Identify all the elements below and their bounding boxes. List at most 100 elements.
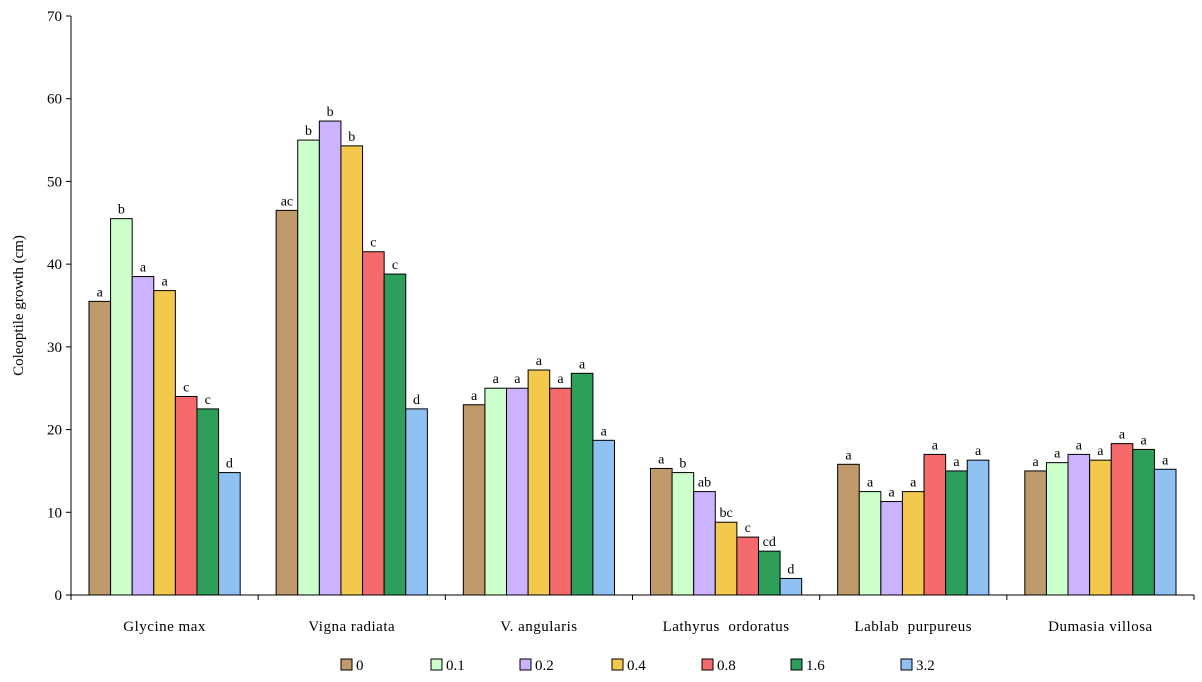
- bar: [966, 459, 990, 596]
- category-label: V. angularis: [500, 619, 577, 635]
- significance-label: a: [1162, 453, 1169, 468]
- y-tick-label: 50: [47, 174, 62, 190]
- legend: 0 0.1 0.2 0.4 0.8 1.6 3.2: [340, 658, 935, 674]
- bar: [506, 387, 529, 596]
- bar: [1153, 468, 1177, 596]
- significance-label: a: [161, 275, 168, 290]
- y-axis-label: Coleoptile growth (cm): [11, 235, 27, 376]
- bar: [275, 209, 299, 596]
- bar: [527, 369, 551, 596]
- significance-label: a: [1054, 447, 1061, 462]
- legend-item: 0.1: [430, 658, 465, 674]
- significance-label: c: [745, 521, 751, 536]
- significance-label: a: [953, 455, 960, 470]
- category-label: Dumasia villosa: [1048, 619, 1153, 635]
- legend-item: 3.2: [900, 658, 935, 674]
- bar: [570, 372, 594, 596]
- significance-label: c: [205, 393, 211, 408]
- bar: [131, 276, 155, 596]
- significance-label: a: [845, 448, 852, 463]
- legend-label: 1.6: [806, 658, 825, 674]
- bar: [714, 521, 738, 596]
- significance-label: a: [910, 476, 917, 491]
- bar: [110, 218, 133, 596]
- legend-label: 0: [356, 658, 364, 674]
- bar: [174, 395, 198, 596]
- bar: [923, 453, 947, 596]
- bar: [297, 139, 320, 596]
- bar: [1132, 448, 1155, 596]
- bar: [383, 273, 407, 596]
- legend-label: 0.4: [627, 658, 646, 674]
- legend-label: 0.8: [717, 658, 736, 674]
- significance-label: ac: [281, 194, 293, 209]
- bar: [318, 120, 342, 596]
- significance-label: a: [1141, 433, 1148, 448]
- bar: [1110, 443, 1134, 596]
- significance-label: d: [787, 562, 794, 577]
- legend-item: 0.4: [611, 658, 646, 674]
- bar: [880, 501, 903, 596]
- legend-item: 0.8: [701, 658, 736, 674]
- bar: [462, 404, 486, 596]
- bar: [837, 463, 860, 596]
- legend-swatch: [701, 658, 714, 671]
- bar: [549, 387, 572, 596]
- significance-label: a: [601, 424, 608, 439]
- legend-label: 3.2: [916, 658, 935, 674]
- y-tick-label: 30: [47, 340, 62, 356]
- bar: [858, 491, 882, 596]
- bar: [757, 550, 781, 596]
- bar: [405, 408, 428, 596]
- significance-label: a: [97, 285, 104, 300]
- legend-swatch: [611, 658, 624, 671]
- bar: [218, 472, 241, 596]
- bar: [779, 577, 803, 596]
- significance-label: a: [1097, 444, 1104, 459]
- bar: [1067, 453, 1091, 596]
- bar: [592, 439, 616, 596]
- category-label: Lathyrus ordoratus: [663, 619, 790, 635]
- significance-label: a: [1033, 455, 1040, 470]
- significance-label: b: [327, 105, 334, 120]
- y-tick-label: 40: [47, 257, 62, 273]
- bar: [362, 251, 385, 596]
- significance-label: a: [1119, 428, 1126, 443]
- significance-label: a: [471, 389, 478, 404]
- significance-label: b: [679, 457, 686, 472]
- legend-label: 0.2: [535, 658, 554, 674]
- bar: [1024, 470, 1047, 596]
- bar: [736, 536, 759, 596]
- significance-label: a: [536, 354, 543, 369]
- bar: [484, 387, 508, 596]
- bar: [1089, 459, 1112, 596]
- category-label: Lablab purpureus: [854, 619, 972, 635]
- significance-label: b: [348, 130, 355, 145]
- bar: [153, 290, 176, 596]
- y-tick-label: 60: [47, 92, 62, 108]
- significance-label: c: [370, 236, 376, 251]
- y-tick-label: 0: [55, 588, 63, 604]
- legend-item: 0: [340, 658, 364, 674]
- significance-label: a: [975, 444, 982, 459]
- bar: [693, 491, 716, 596]
- legend-swatch: [790, 658, 803, 671]
- axes-layer: 0 10 20 30 40 50 60 70 Glycine max Vigna radiata V…: [47, 9, 1195, 635]
- significance-label: a: [514, 372, 521, 387]
- category-label: Vigna radiata: [308, 619, 395, 635]
- category-label: Glycine max: [123, 619, 206, 635]
- significance-label: a: [658, 452, 665, 467]
- significance-label: a: [867, 476, 874, 491]
- significance-label: b: [305, 124, 312, 139]
- legend-swatch: [340, 658, 353, 671]
- significance-label: d: [413, 393, 420, 408]
- bar: [901, 491, 925, 596]
- significance-label: a: [557, 372, 564, 387]
- y-tick-label: 20: [47, 423, 62, 439]
- bar: [649, 467, 673, 596]
- legend-label: 0.1: [446, 658, 465, 674]
- significance-label: ab: [698, 476, 711, 491]
- significance-label: bc: [719, 506, 732, 521]
